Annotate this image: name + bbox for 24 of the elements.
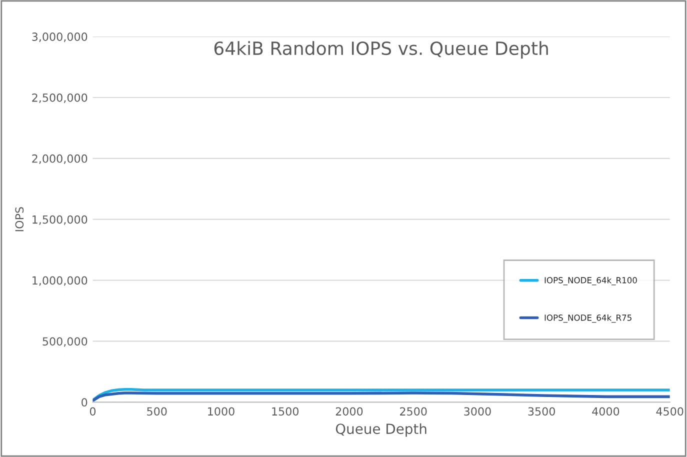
y-tick-label: 0 — [82, 398, 88, 407]
x-tick-label: 1500 — [272, 407, 299, 416]
x-tick-label: 3000 — [464, 407, 491, 416]
x-axis-title: Queue Depth — [336, 423, 426, 437]
legend-label: IOPS_NODE_64k_R100 — [544, 276, 637, 286]
y-tick-label: 2,500,000 — [32, 93, 88, 104]
legend-label: IOPS_NODE_64k_R75 — [544, 314, 632, 323]
y-tick-label: 500,000 — [42, 337, 88, 347]
x-tick-label: 4000 — [592, 407, 620, 416]
line-series — [92, 388, 670, 402]
x-tick-label: 2000 — [336, 407, 363, 416]
chart-title: 64kiB Random IOPS vs. Queue Depth — [214, 41, 548, 59]
x-tick-label: 1000 — [208, 407, 234, 416]
y-tick-label: 1,500,000 — [32, 215, 88, 225]
y-tick-label: 1,000,000 — [32, 276, 88, 286]
x-tick-label: 0 — [90, 407, 96, 416]
x-tick-label: 4500 — [656, 407, 684, 416]
y-tick-label: 3,000,000 — [32, 32, 88, 42]
x-tick-label: 3500 — [528, 407, 555, 416]
y-tick-label: 2,000,000 — [32, 154, 88, 164]
line-series — [92, 392, 670, 402]
x-tick-label: 500 — [147, 407, 167, 416]
x-tick-label: 2500 — [400, 407, 427, 416]
y-axis-title: IOPS — [15, 207, 24, 232]
